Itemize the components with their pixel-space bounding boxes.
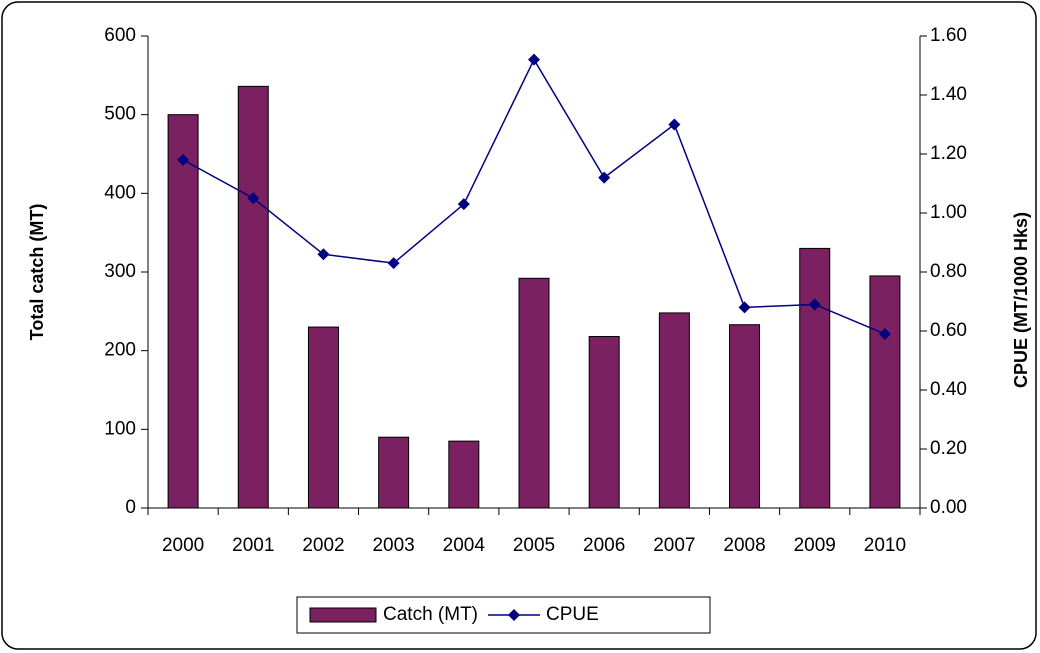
y2-tick-label: 1.00	[930, 202, 967, 223]
x-tick-label: 2000	[162, 535, 204, 556]
y-tick-label: 100	[104, 418, 136, 439]
x-tick-label: 2003	[372, 535, 414, 556]
marker	[598, 171, 611, 184]
y-tick-label: 200	[104, 340, 136, 361]
marker	[317, 248, 330, 261]
bar	[237, 85, 269, 509]
x-tick-label: 2005	[513, 535, 555, 556]
x-tick-label: 2010	[864, 535, 906, 556]
x-tick-label: 2007	[653, 535, 695, 556]
bar	[167, 114, 199, 509]
bar	[869, 275, 901, 509]
bar	[658, 312, 690, 509]
marker	[738, 301, 751, 314]
bar	[729, 324, 761, 509]
y-tick-label: 0	[125, 497, 136, 518]
y-tick-label: 600	[104, 25, 136, 46]
marker	[528, 53, 540, 66]
x-tick-label: 2006	[583, 535, 625, 556]
x-tick-label: 2004	[443, 535, 486, 556]
y2-tick-label: 1.40	[930, 84, 967, 105]
legend-label: Catch (MT)	[383, 604, 478, 625]
y2-label-clip: CPUE (MT/1000 Hks)	[1011, 212, 1031, 388]
marker	[878, 327, 891, 340]
x-tick-label: 2009	[794, 535, 836, 556]
bar	[588, 336, 620, 509]
y2-tick-label: 1.20	[930, 143, 967, 164]
marker	[668, 118, 681, 131]
x-tick-label: 2001	[232, 535, 274, 556]
x-tick-label: 2008	[723, 535, 765, 556]
bar	[799, 247, 831, 509]
y2-tick-label: 0.00	[930, 497, 967, 518]
marker	[387, 257, 400, 270]
y2-tick-label: 0.60	[930, 320, 967, 341]
y2-tick-label: 1.60	[930, 25, 967, 46]
bar	[378, 436, 410, 509]
y-axis-label: Total catch (MT)	[27, 204, 47, 341]
marker	[808, 298, 821, 311]
y-tick-label: 300	[104, 261, 136, 282]
y-tick-label: 500	[104, 104, 136, 125]
y2-tick-label: 0.20	[930, 438, 967, 459]
y2-tick-label: 0.40	[930, 379, 967, 400]
marker	[457, 198, 470, 211]
y2-axis-label: CPUE (MT/1000 Hks)	[1011, 212, 1031, 388]
bar	[448, 440, 480, 509]
legend-swatch	[309, 607, 377, 623]
x-tick-label: 2002	[302, 535, 344, 556]
y2-tick-label: 0.80	[930, 261, 967, 282]
bar	[307, 326, 339, 509]
y-tick-label: 400	[104, 182, 136, 203]
legend-marker	[508, 609, 520, 621]
bar	[518, 277, 550, 509]
legend-label: CPUE	[546, 604, 599, 625]
marker	[177, 153, 190, 166]
marker	[247, 192, 260, 205]
